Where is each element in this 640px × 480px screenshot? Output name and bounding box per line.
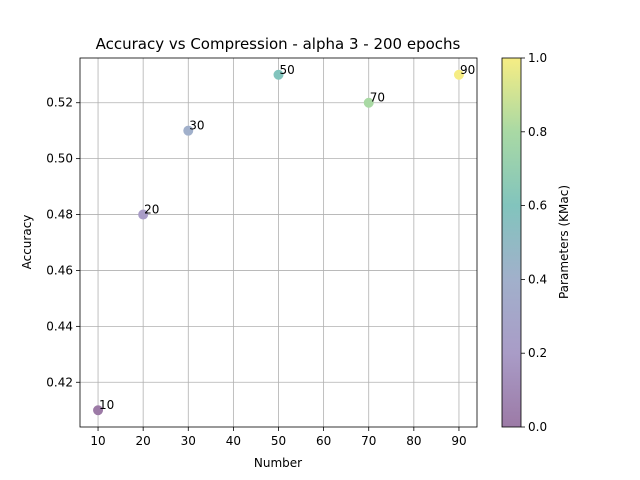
x-tick-label: 20 bbox=[136, 434, 151, 448]
x-tick-label: 10 bbox=[90, 434, 105, 448]
colorbar-tick-label: 0.4 bbox=[528, 272, 547, 286]
y-axis-label: Accuracy bbox=[20, 215, 34, 270]
x-tick-label: 40 bbox=[226, 434, 241, 448]
x-tick-label: 80 bbox=[406, 434, 421, 448]
y-axis: 0.42 0.44 0.46 0.48 0.50 0.52 bbox=[46, 96, 80, 389]
colorbar-tick-label: 0.0 bbox=[528, 420, 547, 434]
data-point bbox=[273, 69, 284, 80]
data-point bbox=[453, 69, 464, 80]
y-tick-label: 0.50 bbox=[46, 152, 73, 166]
colorbar-tick-label: 0.2 bbox=[528, 346, 547, 360]
data-point-label: 90 bbox=[460, 63, 475, 77]
data-point-label: 20 bbox=[144, 203, 159, 217]
chart-title: Accuracy vs Compression - alpha 3 - 200 … bbox=[96, 35, 461, 53]
y-tick-label: 0.48 bbox=[46, 208, 73, 222]
x-tick-label: 30 bbox=[181, 434, 196, 448]
data-point bbox=[138, 209, 149, 220]
colorbar-frame bbox=[501, 57, 522, 428]
data-point bbox=[183, 125, 194, 136]
colorbar-tick-label: 0.8 bbox=[528, 125, 547, 139]
data-points: 10 20 30 50 70 90 bbox=[93, 63, 475, 416]
data-point-label: 30 bbox=[189, 119, 204, 133]
data-point-label: 70 bbox=[370, 91, 385, 105]
x-tick-label: 90 bbox=[451, 434, 466, 448]
data-point-label: 50 bbox=[280, 63, 295, 77]
x-tick-label: 50 bbox=[271, 434, 286, 448]
data-point-label: 10 bbox=[99, 398, 114, 412]
colorbar bbox=[502, 58, 521, 427]
colorbar-axis: 0.0 0.2 0.4 0.6 0.8 1.0 bbox=[521, 51, 547, 434]
x-tick-label: 70 bbox=[361, 434, 376, 448]
x-axis: 10 20 30 40 50 60 70 80 90 bbox=[90, 427, 467, 448]
colorbar-tick-label: 0.6 bbox=[528, 199, 547, 213]
colorbar-tick-label: 1.0 bbox=[528, 51, 547, 65]
grid bbox=[80, 58, 477, 427]
y-tick-label: 0.44 bbox=[46, 319, 73, 333]
x-tick-label: 60 bbox=[316, 434, 331, 448]
x-axis-label: Number bbox=[254, 456, 302, 470]
data-point bbox=[363, 97, 374, 108]
y-tick-label: 0.52 bbox=[46, 96, 73, 110]
data-point bbox=[93, 405, 104, 416]
y-tick-label: 0.42 bbox=[46, 375, 73, 389]
y-tick-label: 0.46 bbox=[46, 263, 73, 277]
colorbar-label: Parameters (KMac) bbox=[557, 185, 571, 299]
